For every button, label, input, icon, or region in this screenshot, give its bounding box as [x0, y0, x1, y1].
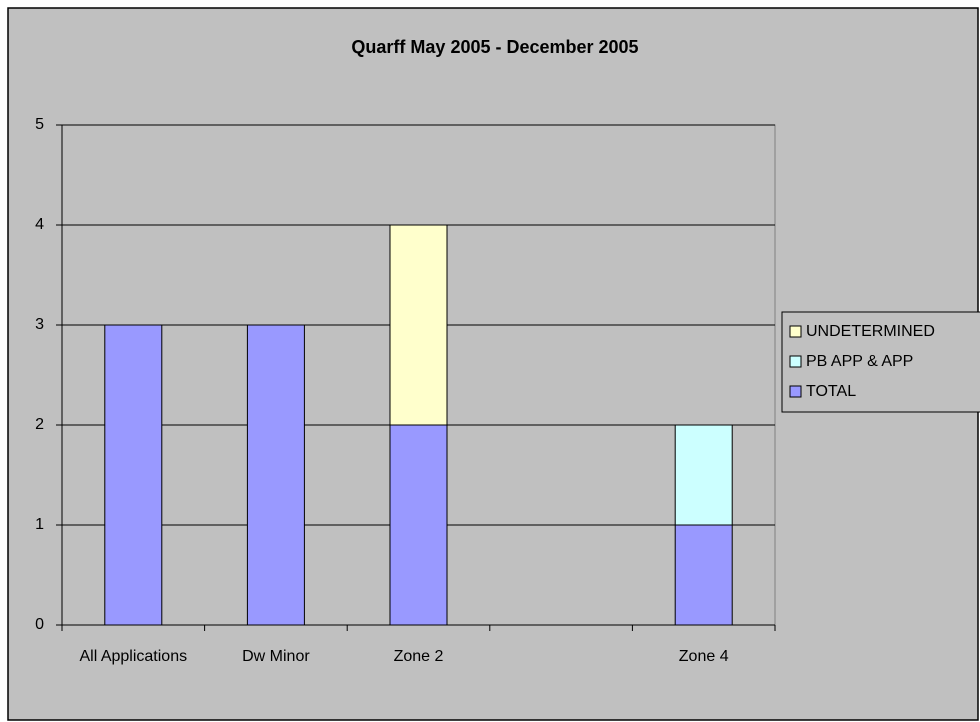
- y-tick-label: 1: [35, 516, 44, 533]
- bar: [389, 424, 448, 626]
- bar: [389, 224, 448, 426]
- chart-title: Quarff May 2005 - December 2005: [351, 37, 638, 57]
- legend-label: UNDETERMINED: [806, 323, 935, 340]
- bar: [104, 324, 163, 626]
- legend-swatch: [789, 325, 802, 338]
- x-tick-label: Zone 4: [678, 648, 729, 665]
- legend-swatch: [789, 355, 802, 368]
- y-tick-label: 5: [35, 116, 44, 133]
- legend-label: TOTAL: [806, 383, 856, 400]
- legend-swatch: [789, 385, 802, 398]
- y-tick-label: 3: [35, 316, 44, 333]
- bar: [674, 524, 733, 626]
- x-tick-label: Dw Minor: [242, 648, 310, 665]
- bar: [674, 424, 733, 526]
- legend-label: PB APP & APP: [806, 353, 913, 370]
- y-tick-label: 4: [35, 216, 44, 233]
- legend-box: [781, 311, 980, 413]
- bar: [246, 324, 305, 626]
- x-tick-label: All Applications: [79, 648, 188, 665]
- x-tick-label: Zone 2: [393, 648, 444, 665]
- y-tick-label: 2: [35, 416, 44, 433]
- y-tick-label: 0: [35, 616, 44, 633]
